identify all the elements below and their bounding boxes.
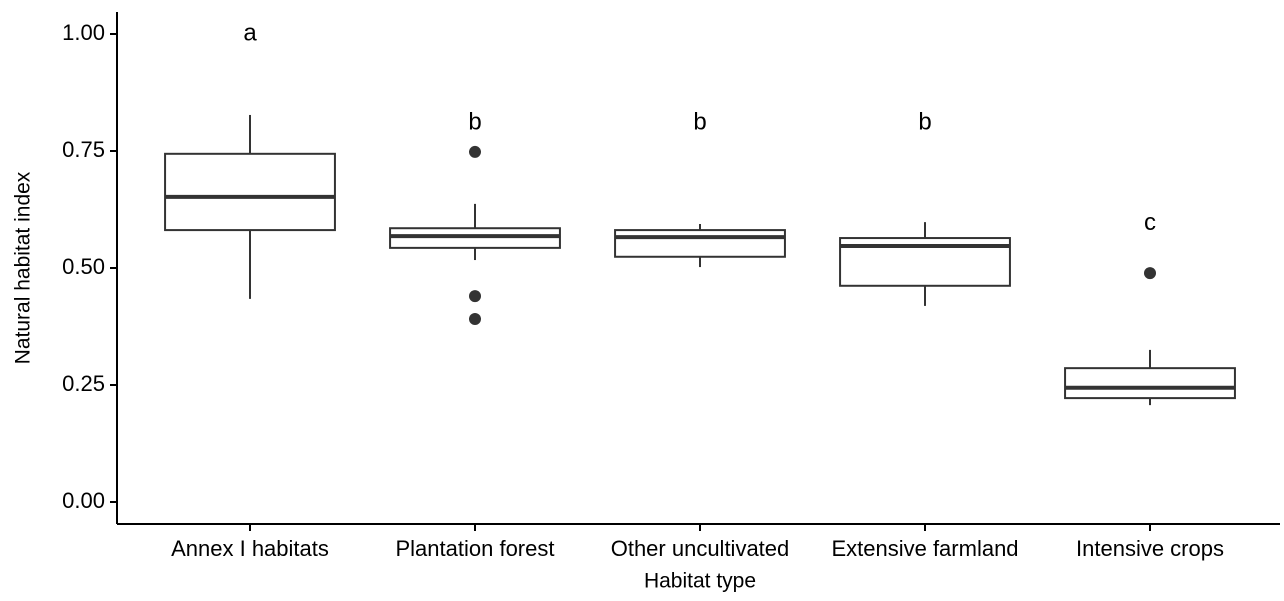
annotation: b bbox=[918, 108, 931, 135]
x-tick-label: Intensive crops bbox=[1076, 536, 1224, 561]
outlier bbox=[1144, 267, 1156, 280]
x-tick-label: Plantation forest bbox=[396, 536, 555, 561]
y-tick-label: 0.75 bbox=[62, 137, 105, 162]
y-tick-label: 1.00 bbox=[62, 20, 105, 45]
annotation: b bbox=[693, 108, 706, 135]
outlier bbox=[469, 290, 481, 303]
annotation: b bbox=[468, 108, 481, 135]
y-tick-label: 0.00 bbox=[62, 488, 105, 513]
y-tick-label: 0.50 bbox=[62, 254, 105, 279]
x-tick-label: Other uncultivated bbox=[611, 536, 790, 561]
x-axis-title: Habitat type bbox=[644, 570, 756, 593]
annotation: a bbox=[243, 19, 257, 46]
x-tick-label: Annex I habitats bbox=[171, 536, 329, 561]
y-axis-title: Natural habitat index bbox=[12, 171, 35, 364]
x-tick-label: Extensive farmland bbox=[831, 536, 1018, 561]
box bbox=[164, 152, 336, 232]
outlier bbox=[469, 313, 481, 326]
box bbox=[1064, 367, 1236, 400]
box bbox=[614, 229, 786, 258]
outlier bbox=[469, 145, 481, 158]
annotation: c bbox=[1144, 209, 1156, 236]
y-tick-label: 0.25 bbox=[62, 371, 105, 396]
